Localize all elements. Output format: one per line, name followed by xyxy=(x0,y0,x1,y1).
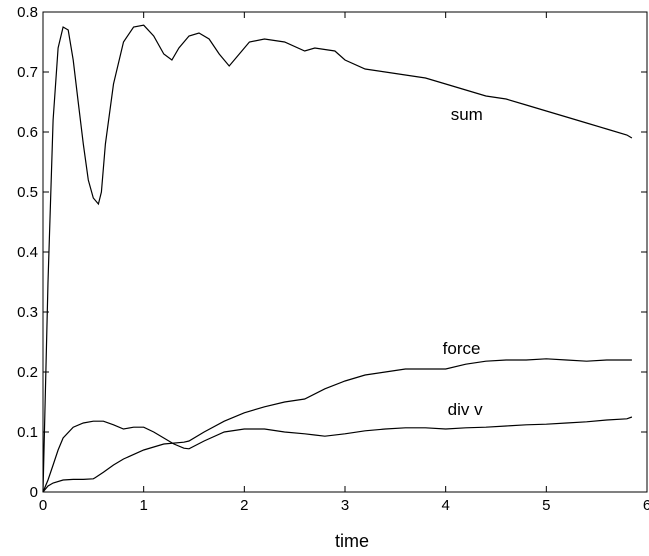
x-tick-label: 3 xyxy=(341,497,349,514)
y-tick-label: 0.4 xyxy=(17,244,38,261)
y-tick-label: 0.2 xyxy=(17,364,38,381)
annotation-layer: sum force div v xyxy=(443,105,483,419)
series-annotation-div-v: div v xyxy=(448,400,483,419)
y-tick-label: 0 xyxy=(30,484,38,501)
x-tick-label: 2 xyxy=(240,497,248,514)
series-annotation-sum: sum xyxy=(451,105,483,124)
series-layer xyxy=(42,24,633,493)
x-tick-label: 0 xyxy=(39,497,47,514)
series-annotation-force: force xyxy=(443,339,481,358)
series-line-div-v xyxy=(42,416,633,493)
y-tick-label: 0.6 xyxy=(17,124,38,141)
x-tick-label: 5 xyxy=(542,497,550,514)
y-tick-label: 0.5 xyxy=(17,184,38,201)
plot-area: 0 1 2 3 4 5 6 0 0.1 0.2 0.3 0.4 0.5 0.6 0.7 0.8 xyxy=(17,4,649,514)
x-tick-label: 4 xyxy=(441,497,449,514)
axes-frame xyxy=(42,11,648,493)
y-tick-label: 0.3 xyxy=(17,304,38,321)
series-line-force xyxy=(42,358,632,493)
x-tick-label: 6 xyxy=(643,497,649,514)
x-tick-label: 1 xyxy=(139,497,147,514)
series-line-sum xyxy=(42,24,633,493)
y-tick-label: 0.8 xyxy=(17,4,38,21)
y-tick-label: 0.1 xyxy=(17,424,38,441)
x-axis-label: time xyxy=(335,531,369,551)
y-tick-label: 0.7 xyxy=(17,64,38,81)
